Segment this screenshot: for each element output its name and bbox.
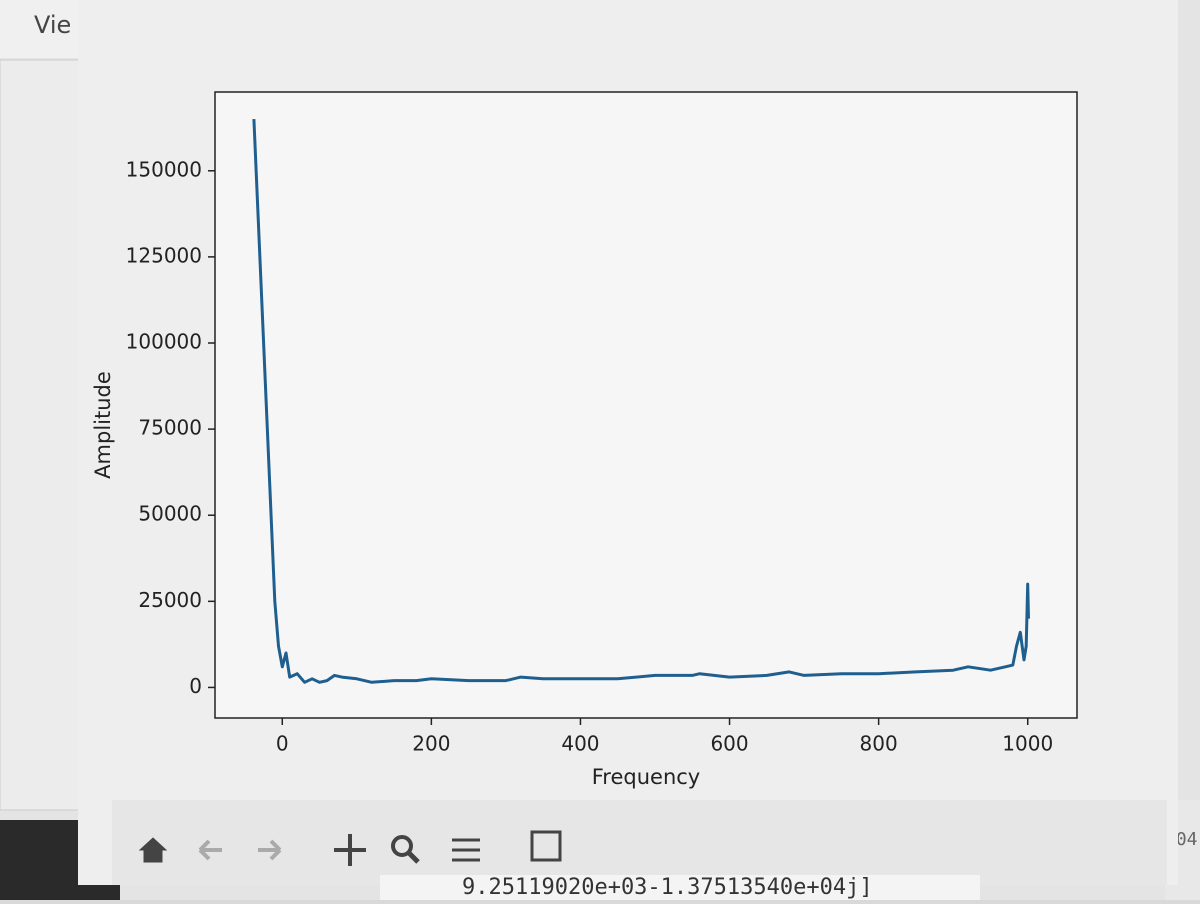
y-tick-label: 75000	[138, 416, 202, 440]
zoom-button[interactable]	[391, 835, 413, 857]
save-button[interactable]	[530, 830, 562, 862]
back-button[interactable]	[198, 839, 222, 861]
menu-bar	[0, 0, 80, 58]
config-button[interactable]	[452, 838, 480, 862]
toolbar-icons	[138, 830, 562, 866]
plot-area	[214, 91, 1078, 719]
y-tick-label: 125000	[126, 243, 202, 267]
y-tick-label: 150000	[126, 157, 202, 181]
y-axis-label: Amplitude	[91, 371, 115, 479]
y-tick-label: 50000	[138, 502, 202, 526]
home-button[interactable]	[138, 837, 168, 863]
forward-button[interactable]	[258, 839, 282, 861]
x-tick-label: 0	[276, 732, 289, 756]
x-tick-label: 400	[561, 732, 599, 756]
x-tick-label: 1000	[1002, 732, 1053, 756]
pan-button[interactable]	[334, 834, 366, 866]
x-tick-label: 800	[860, 732, 898, 756]
zoom-handle	[407, 851, 420, 864]
chart: 0 25000 50000 75000 100000 125000 150000 0 200 40…	[91, 91, 1078, 789]
data-line	[252, 119, 1030, 684]
console	[380, 875, 980, 900]
x-tick-label: 600	[710, 732, 748, 756]
x-axis-label: Frequency	[592, 765, 701, 789]
menu-item[interactable]: Vie	[34, 11, 71, 39]
toolbar	[112, 800, 1167, 885]
y-tick-label: 0	[189, 674, 202, 698]
x-tick-label: 200	[412, 732, 450, 756]
y-tick-label: 100000	[126, 330, 202, 354]
console-line: 9.25119020e+03-1.37513540e+04j]	[462, 875, 873, 900]
y-tick-label: 25000	[138, 588, 202, 612]
